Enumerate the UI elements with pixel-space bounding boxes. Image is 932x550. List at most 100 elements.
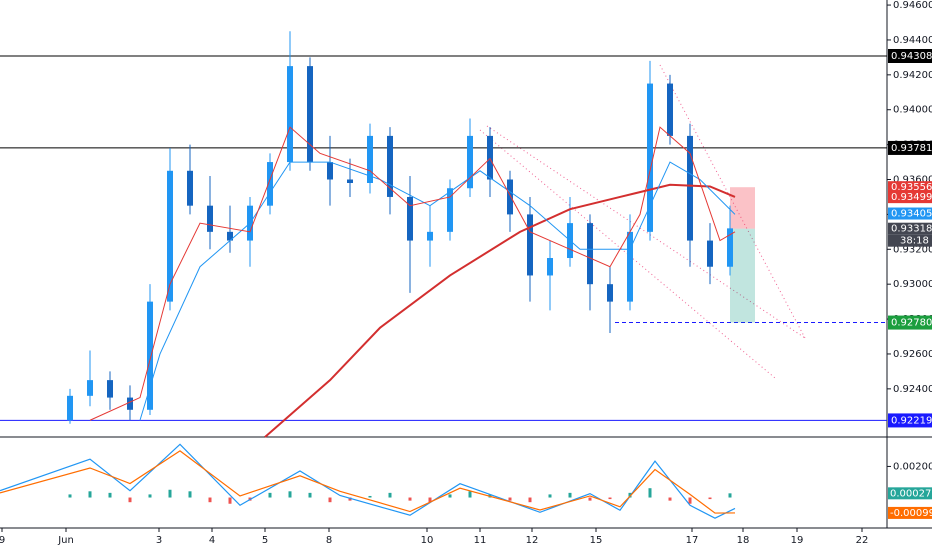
candle-body xyxy=(287,66,293,163)
level-tag-label: 0.94308 xyxy=(891,51,932,62)
moving-average xyxy=(139,161,736,421)
target-zone xyxy=(730,228,755,323)
macd-histogram-bar xyxy=(288,491,292,498)
price-tag xyxy=(888,181,932,194)
candle-body xyxy=(707,240,713,267)
macd-histogram-bar xyxy=(148,494,152,498)
macd-histogram-bar xyxy=(648,488,652,498)
price-tag xyxy=(888,207,932,220)
macd-y-tick-label: 0.00200 xyxy=(893,461,932,472)
candle-body xyxy=(207,205,213,232)
y-tick-label: 0.94400 xyxy=(893,35,932,46)
macd-histogram-bar xyxy=(548,494,552,498)
x-tick-label: Jun xyxy=(57,535,74,546)
stop-zone xyxy=(730,187,755,229)
countdown: 38:18 xyxy=(900,236,929,247)
level-tag-label: 0.92780 xyxy=(891,318,932,329)
macd-histogram-bar xyxy=(588,497,592,501)
y-tick-label: 0.94200 xyxy=(893,70,932,81)
level-tag-label: 0.93781 xyxy=(891,143,932,154)
macd-histogram-bar xyxy=(168,489,172,498)
candle-body xyxy=(607,284,613,302)
macd-histogram-bar xyxy=(468,491,472,498)
candle-body xyxy=(307,66,313,163)
macd-histogram-bar xyxy=(668,497,672,501)
macd-histogram-bar xyxy=(68,494,72,498)
macd-tag xyxy=(888,487,932,500)
price-tag xyxy=(888,222,932,235)
candle-body xyxy=(127,397,133,410)
macd-histogram-bar xyxy=(268,492,272,498)
macd-histogram-bar xyxy=(108,492,112,498)
macd-histogram-bar xyxy=(128,497,132,503)
candle-body xyxy=(487,135,493,180)
candle-body xyxy=(547,258,553,276)
candle-body xyxy=(667,83,673,136)
macd-histogram-bar xyxy=(428,497,432,503)
candle-body xyxy=(327,162,333,180)
candle-body xyxy=(407,196,413,241)
macd-histogram-bar xyxy=(728,493,732,498)
x-tick-label: 3 xyxy=(156,535,162,546)
candle-body xyxy=(347,179,353,183)
x-tick-label: 15 xyxy=(590,535,603,546)
macd-histogram-bar xyxy=(308,492,312,498)
candle-body xyxy=(587,223,593,285)
y-tick-label: 0.93000 xyxy=(893,279,932,290)
moving-average xyxy=(264,183,736,438)
price-tag-label: 0.93499 xyxy=(891,192,932,203)
price-tag xyxy=(888,191,932,204)
y-tick-label: 0.94600 xyxy=(893,0,932,11)
candle-body xyxy=(527,214,533,276)
candle-body xyxy=(267,162,273,206)
candle-body xyxy=(367,135,373,183)
candle-body xyxy=(167,170,173,302)
candle-body xyxy=(187,170,193,206)
candle-body xyxy=(387,135,393,197)
candle-body xyxy=(627,231,633,302)
candle-body xyxy=(427,231,433,241)
macd-histogram-bar xyxy=(628,492,632,498)
x-tick-label: 8 xyxy=(326,535,332,546)
x-tick-label: 4 xyxy=(209,535,215,546)
countdown-bg xyxy=(888,234,932,247)
x-tick-label: 22 xyxy=(856,535,869,546)
macd-histogram-bar xyxy=(708,497,712,500)
x-tick-label: 17 xyxy=(686,535,699,546)
y-tick-label: 0.92600 xyxy=(893,349,932,360)
candle-body xyxy=(727,228,733,267)
level-tag xyxy=(888,140,932,155)
macd-histogram-bar xyxy=(208,497,212,503)
candle-body xyxy=(87,380,93,396)
candle-body xyxy=(647,83,653,232)
x-tick-label: 18 xyxy=(737,535,750,546)
candle-body xyxy=(467,135,473,189)
macd-histogram-bar xyxy=(608,497,612,500)
macd-histogram-bar xyxy=(568,492,572,498)
x-tick-label: 5 xyxy=(262,535,268,546)
x-tick-label: 10 xyxy=(421,535,434,546)
macd-tag-label: -0.00099 xyxy=(890,508,932,519)
macd-histogram-bar xyxy=(508,497,512,501)
candle-body xyxy=(67,395,73,421)
y-tick-label: 0.92400 xyxy=(893,384,932,395)
macd-histogram-bar xyxy=(328,497,332,503)
y-tick-label: 0.94000 xyxy=(893,105,932,116)
macd-histogram-bar xyxy=(528,497,532,503)
price-tag-label: 0.93405 xyxy=(891,209,932,220)
x-tick-label: 11 xyxy=(474,535,487,546)
macd-histogram-bar xyxy=(448,494,452,498)
macd-line xyxy=(0,450,736,514)
level-tag xyxy=(888,315,932,330)
moving-average xyxy=(89,126,736,421)
macd-histogram-bar xyxy=(228,497,232,504)
price-tag-label: 0.93318 xyxy=(891,224,932,235)
y-tick-label: 0.93600 xyxy=(893,175,932,186)
x-tick-label: 9 xyxy=(0,535,5,546)
macd-histogram-bar xyxy=(688,497,692,504)
macd-tag-label: 0.00027 xyxy=(890,488,931,499)
candle-body xyxy=(687,135,693,241)
macd-histogram-bar xyxy=(188,491,192,498)
level-tag-label: 0.92219 xyxy=(891,415,932,426)
